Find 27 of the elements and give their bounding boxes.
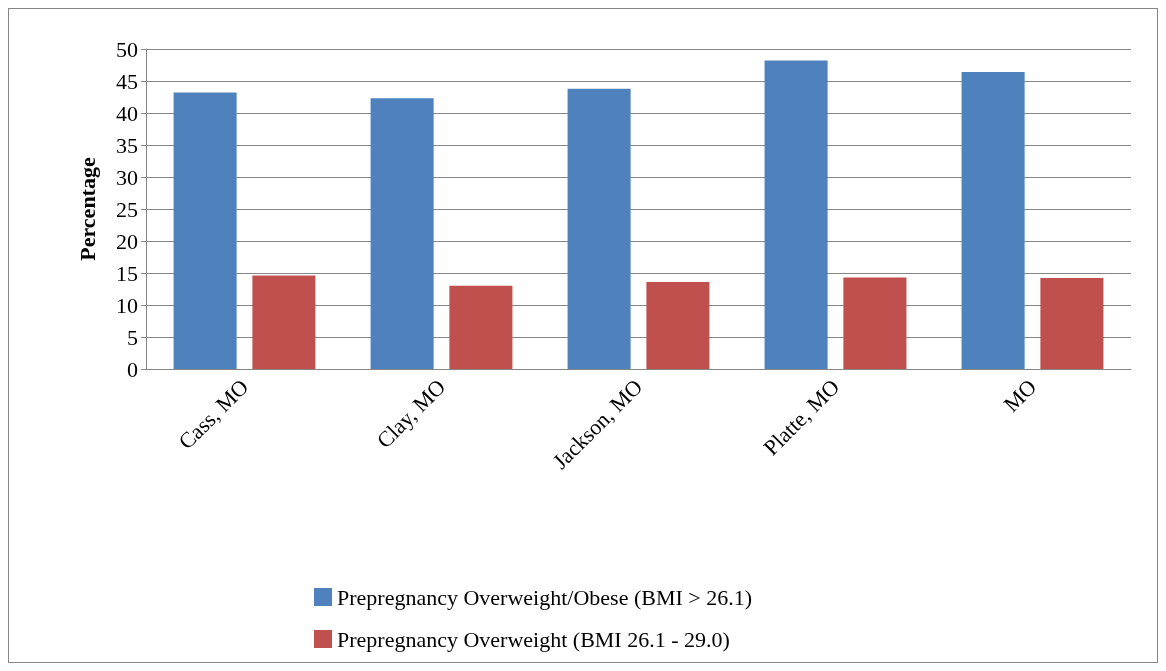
bar bbox=[567, 88, 631, 369]
bar bbox=[961, 72, 1025, 369]
x-tick-label: MO bbox=[998, 374, 1042, 417]
bar bbox=[843, 277, 907, 369]
bar bbox=[252, 275, 316, 369]
bar bbox=[449, 285, 513, 369]
y-tick-label: 25 bbox=[116, 196, 138, 222]
y-tick-label: 5 bbox=[127, 324, 138, 350]
y-tick-label: 45 bbox=[116, 68, 138, 94]
y-axis-title: Percentage bbox=[74, 157, 100, 261]
bar bbox=[764, 60, 828, 369]
bar bbox=[173, 92, 237, 369]
y-tick-label: 10 bbox=[116, 292, 138, 318]
y-tick-label: 0 bbox=[127, 356, 138, 382]
bar bbox=[370, 98, 434, 369]
legend-label: Prepregnancy Overweight (BMI 26.1 - 29.0) bbox=[337, 626, 730, 652]
y-tick-label: 15 bbox=[116, 260, 138, 286]
x-tick-label: Cass, MO bbox=[173, 374, 254, 455]
y-tick-label: 50 bbox=[116, 36, 138, 62]
x-tick-label: Clay, MO bbox=[371, 374, 451, 454]
y-tick-label: 40 bbox=[116, 100, 138, 126]
y-tick-label: 30 bbox=[116, 164, 138, 190]
y-tick-label: 35 bbox=[116, 132, 138, 158]
bar bbox=[646, 281, 710, 369]
y-tick-label: 20 bbox=[116, 228, 138, 254]
legend-label: Prepregnancy Overweight/Obese (BMI > 26.1) bbox=[337, 584, 753, 610]
bar bbox=[1040, 278, 1104, 369]
